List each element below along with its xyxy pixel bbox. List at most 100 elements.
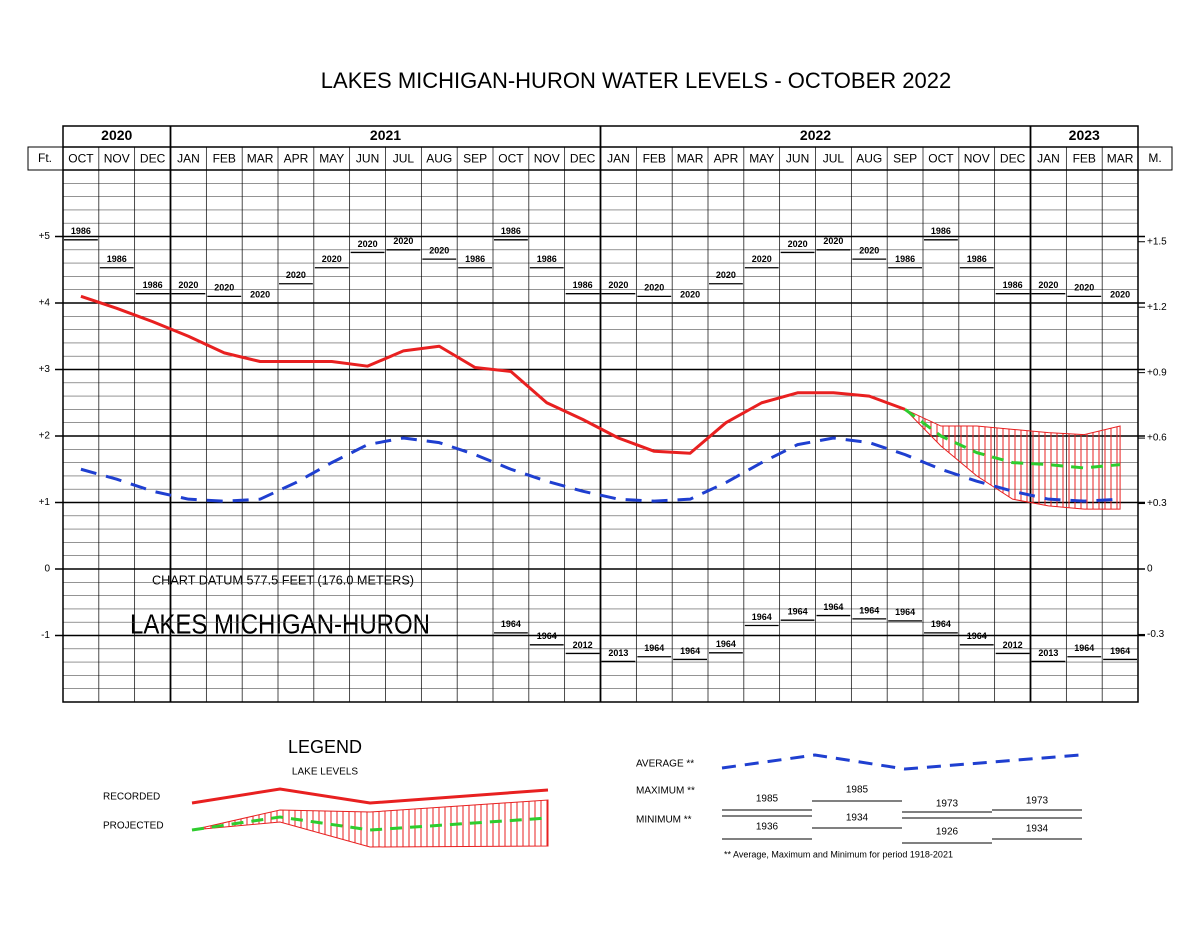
legend-year: 1973: [936, 799, 959, 810]
record-year: 1986: [107, 254, 127, 264]
record-year: 2013: [608, 648, 628, 658]
month-label: OCT: [928, 152, 954, 166]
record-year: 2020: [286, 270, 306, 280]
month-label: SEP: [893, 152, 917, 166]
year-label: 2023: [1069, 127, 1100, 143]
series-line: [904, 408, 1121, 470]
record-year: 1964: [967, 631, 987, 641]
legend-subtitle: LAKE LEVELS: [292, 767, 358, 778]
legend-label: MAXIMUM **: [636, 786, 695, 797]
month-label: JAN: [1037, 152, 1060, 166]
legend-title: LEGEND: [288, 737, 362, 757]
record-year: 2013: [1038, 648, 1058, 658]
record-year: 1986: [931, 226, 951, 236]
header-cell: [27, 146, 64, 171]
y-tick-label: 0: [44, 564, 50, 575]
month-label: NOV: [104, 152, 130, 166]
legend-sample: [721, 753, 1081, 771]
legend-label: AVERAGE **: [636, 759, 694, 770]
y2-tick-label: 0: [1147, 564, 1153, 575]
record-year: 1986: [1003, 280, 1023, 290]
record-year: 1964: [716, 639, 736, 649]
y2-tick-label: -0.3: [1147, 629, 1165, 640]
record-year: 2020: [358, 239, 378, 249]
legend-line: [191, 815, 549, 832]
record-year: 2020: [393, 236, 413, 246]
month-label: JAN: [607, 152, 630, 166]
y2-tick-label: +0.6: [1147, 433, 1167, 444]
legend-year: 1934: [1026, 824, 1049, 835]
month-label: NOV: [964, 152, 990, 166]
y2-tick-label: +0.9: [1147, 367, 1167, 378]
month-label: DEC: [1000, 152, 1026, 166]
legend-label: MINIMUM **: [636, 815, 692, 826]
record-year: 2020: [322, 254, 342, 264]
series-line: [80, 436, 1121, 503]
y-tick-label: +2: [39, 431, 51, 442]
record-year: 1986: [71, 226, 91, 236]
month-label: DEC: [570, 152, 596, 166]
month-label: JAN: [177, 152, 200, 166]
record-year: 1964: [859, 605, 879, 615]
record-year: 1964: [644, 643, 664, 653]
record-year: 2012: [573, 640, 593, 650]
month-label: JUL: [823, 152, 845, 166]
legend-sample: [191, 787, 549, 805]
record-year: 2020: [1110, 289, 1130, 299]
record-year: 1964: [501, 619, 521, 629]
month-label: OCT: [68, 152, 94, 166]
year-label: 2021: [370, 127, 401, 143]
record-year: 2020: [214, 283, 234, 293]
year-label: 2022: [800, 127, 831, 143]
month-label: MAR: [247, 152, 274, 166]
y-tick-label: +1: [39, 497, 51, 508]
y2-tick-label: +1.2: [1147, 302, 1167, 313]
record-year: 1986: [143, 280, 163, 290]
header-cell: [1137, 146, 1173, 171]
month-label: AUG: [426, 152, 452, 166]
record-year: 2020: [788, 239, 808, 249]
y-axis-label: Ft.: [38, 151, 52, 165]
record-year: 2020: [250, 289, 270, 299]
legend-sample: [722, 800, 1082, 844]
month-label: FEB: [643, 152, 666, 166]
legend-year: 1985: [756, 794, 779, 805]
month-label: JUL: [393, 152, 415, 166]
legend-year: 1936: [756, 822, 779, 833]
y-tick-label: +3: [39, 364, 51, 375]
legend-year: 1934: [846, 813, 869, 824]
record-year: 2020: [752, 254, 772, 264]
record-year: 2020: [859, 245, 879, 255]
month-label: MAY: [749, 152, 774, 166]
month-label: MAR: [1107, 152, 1134, 166]
month-label: AUG: [856, 152, 882, 166]
month-label: MAR: [677, 152, 704, 166]
record-year: 1964: [823, 602, 843, 612]
record-year: 2020: [823, 236, 843, 246]
record-year: 1986: [895, 254, 915, 264]
legend-band: [191, 799, 549, 848]
projection-band: [904, 408, 1121, 510]
month-label: NOV: [534, 152, 560, 166]
record-year: 1964: [931, 619, 951, 629]
record-year: 2020: [429, 245, 449, 255]
legend-year: 1985: [846, 785, 869, 796]
month-label: OCT: [498, 152, 524, 166]
datum-note: CHART DATUM 577.5 FEET (176.0 METERS): [152, 572, 414, 587]
record-year: 2020: [178, 280, 198, 290]
legend-label: RECORDED: [103, 792, 160, 803]
year-label: 2020: [101, 127, 132, 143]
y2-axis-label: M.: [1148, 151, 1161, 165]
month-label: SEP: [463, 152, 487, 166]
record-year: 2020: [1074, 283, 1094, 293]
y2-tick-label: +0.3: [1147, 498, 1167, 509]
record-year: 1964: [680, 646, 700, 656]
record-year: 1986: [573, 280, 593, 290]
month-label: JUN: [356, 152, 379, 166]
chart-title: LAKES MICHIGAN-HURON WATER LEVELS - OCTO…: [321, 68, 951, 93]
y-tick-label: -1: [41, 630, 50, 641]
month-label: APR: [284, 152, 309, 166]
record-year: 1964: [1074, 643, 1094, 653]
record-year: 2020: [716, 270, 736, 280]
